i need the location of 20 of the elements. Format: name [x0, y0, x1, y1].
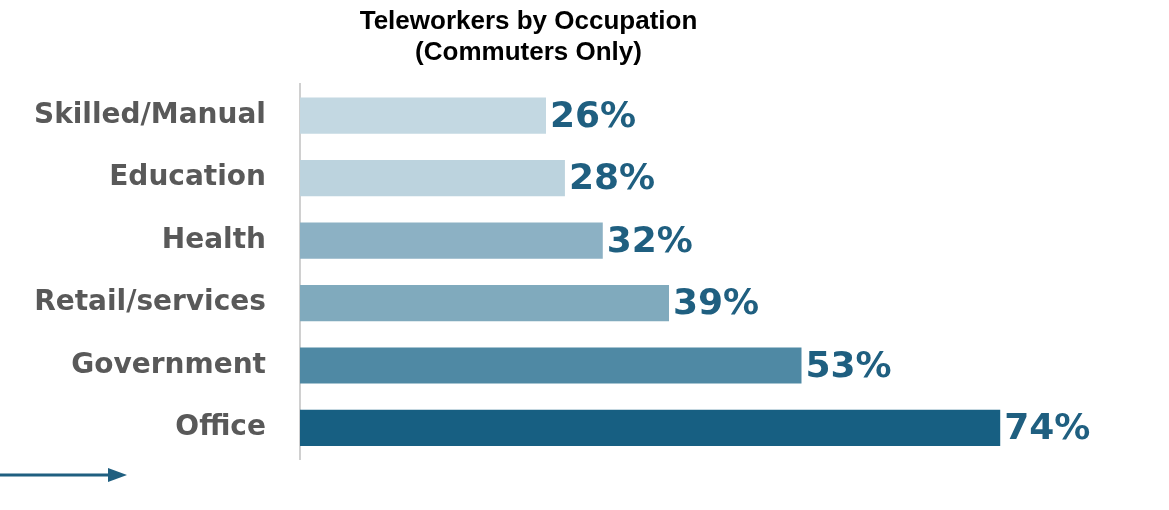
y-tick-label: Health — [161, 221, 266, 255]
data-label: 28% — [568, 156, 656, 198]
y-tick-label: Government — [71, 346, 266, 380]
y-tick-label: Office — [175, 409, 266, 443]
bar — [299, 159, 565, 197]
data-label: 53% — [805, 343, 892, 385]
y-tick-label: Retail/services — [34, 284, 266, 318]
bar — [299, 347, 802, 384]
bar — [299, 409, 1001, 447]
y-tick-label: Skilled/Manual — [33, 96, 266, 130]
bar — [299, 97, 546, 134]
data-label: 39% — [673, 281, 760, 323]
data-label: 74% — [1004, 406, 1091, 448]
data-label: 26% — [550, 93, 637, 135]
text: (Commuters Only) — [415, 35, 642, 66]
data-label: 32% — [606, 218, 693, 260]
bar — [299, 284, 670, 322]
text: Teleworkers by Occupation — [359, 4, 698, 35]
y-tick-label: Education — [109, 159, 266, 193]
bar — [299, 222, 603, 259]
